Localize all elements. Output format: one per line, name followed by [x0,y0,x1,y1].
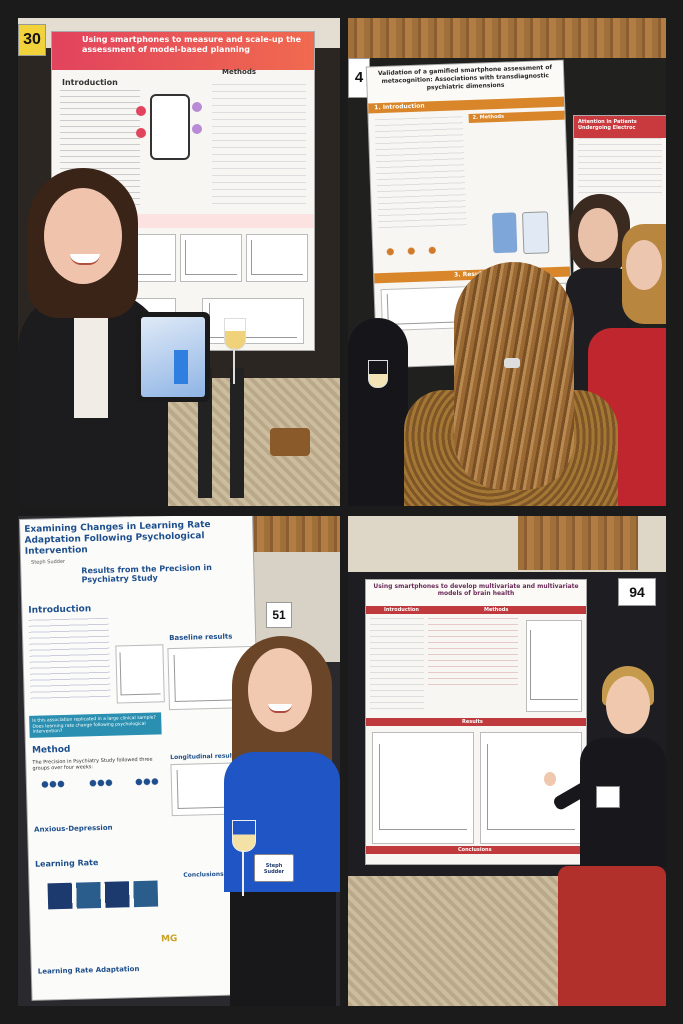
person-face [626,240,662,290]
section-bar [366,846,586,854]
dots-illustration [382,240,454,262]
bag [270,428,310,456]
person-face [248,648,312,732]
phone-image [491,212,518,254]
plot [202,298,304,344]
photo-panel-top-left: 30 Using smartphones to measure and scal… [18,18,340,506]
intro-text [370,618,424,714]
dot [136,106,146,116]
board-number: 94 [618,578,656,606]
section-methods: 2. Methods [472,113,505,121]
intro-text [374,116,467,230]
photo-panel-bottom-left: 51 Examining Changes in Learning Rate Ad… [18,516,340,1006]
question-box: Is this association replicated in a larg… [29,712,162,738]
tablet-screen [141,317,205,397]
wine-glass-stem [242,850,244,896]
wine-glass [232,820,256,852]
person-face [44,188,122,284]
plot [246,234,308,282]
tablet-bar [174,350,188,384]
dot [192,102,202,112]
wine-glass [368,360,388,388]
board-number: 30 [18,24,46,56]
poster-title: Examining Changes in Learning Rate Adapt… [24,520,211,557]
section-bar [366,718,586,726]
board-number: 51 [266,602,292,628]
wine-glass-stem [233,348,235,384]
photo-panel-bottom-right: 94 Using smartphones to develop multivar… [348,516,666,1006]
section-results: Results [462,719,483,725]
plot [526,620,582,712]
name-badge-text: Steph Sudder [263,863,285,875]
wood-wall [348,18,666,58]
dot [192,124,202,134]
section-intro: Introduction [28,604,92,616]
person-face [578,208,618,262]
section-intro: Introduction [62,78,118,87]
plot [480,732,582,844]
method-text: The Precision in Psychiatry Study follow… [32,756,153,772]
methods-text [428,618,518,688]
intro-text [28,617,111,702]
person-hand [544,772,556,786]
poster-text [578,138,662,198]
person-shirt [74,308,108,418]
person-curly-hair [454,262,574,490]
smile [70,254,100,265]
section-methods: Methods [222,68,257,76]
authors: Steph Sudder [31,558,66,566]
section-conclusions: Conclusions [458,847,492,853]
name-badge [596,786,620,808]
name-badge: Steph Sudder [254,854,294,882]
question-text: Is this association replicated in a larg… [32,715,156,735]
person-skirt [558,866,666,1006]
dot [136,128,146,138]
section-anxious: Anxious-Depression [34,823,113,834]
background-person [348,318,408,506]
phone-image [521,211,550,255]
poster: Examining Changes in Learning Rate Adapt… [20,516,265,1000]
section-learning: Learning Rate [34,858,99,869]
methods-text [212,84,306,204]
game-screenshots [47,880,159,910]
person-face [606,676,650,734]
section-intro: Introduction [384,607,419,613]
people-icon [134,774,160,790]
wood-wall [518,516,638,570]
plot [372,732,474,844]
section-baseline: Baseline results [169,632,233,643]
section-longitudinal: Longitudinal results [170,752,239,762]
tablet [136,312,210,402]
smile [268,704,292,713]
poster-subtitle: Results from the Precision in Psychiatry… [81,562,213,585]
person-trousers [230,892,336,1006]
poster-title: Attention in Patients Undergoing Electro… [574,116,666,138]
section-lra: Learning Rate Adaptation [37,965,140,976]
hair-clip [504,358,520,368]
wine-glass [224,318,246,350]
person-top [580,738,666,868]
people-icon [88,775,114,791]
logo: MG [160,934,178,945]
people-icon [40,776,66,792]
background-person [230,368,244,498]
poster: Using smartphones to develop multivariat… [366,580,586,864]
plot [115,644,165,704]
poster-title: Using smartphones to measure and scale-u… [52,32,314,70]
photo-panel-top-right: 4 Validation of a gamified smartphone as… [348,18,666,506]
phone-illustration [150,94,190,160]
section-methods: Methods [484,607,509,613]
section-conclusions: Conclusions [183,870,224,879]
plot [180,234,242,282]
section-bar [366,606,586,614]
poster-title: Using smartphones to develop multivariat… [366,580,586,608]
section-method: Method [31,744,71,756]
